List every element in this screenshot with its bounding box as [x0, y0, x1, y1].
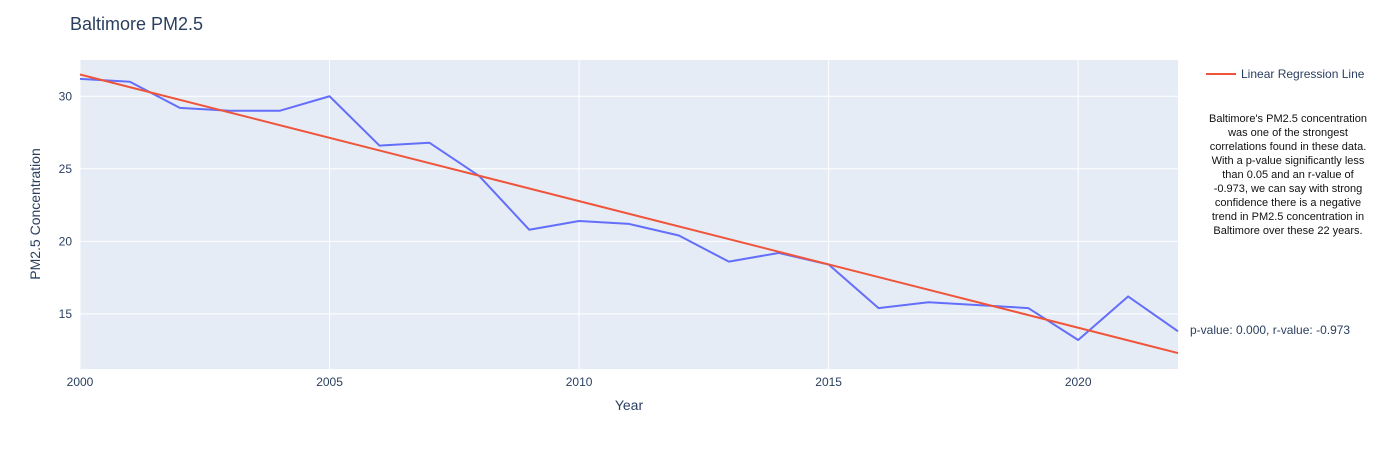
- legend-label-regression: Linear Regression Line: [1241, 67, 1365, 81]
- x-tick-label: 2010: [566, 375, 593, 389]
- x-tick-label: 2000: [67, 375, 94, 389]
- x-axis-title: Year: [615, 397, 644, 413]
- y-tick-label: 30: [59, 89, 73, 103]
- explanation-note: Baltimore's PM2.5 concentration was one …: [1208, 113, 1367, 237]
- y-axis-title: PM2.5 Concentration: [27, 148, 43, 280]
- legend[interactable]: Linear Regression Line: [1206, 67, 1365, 81]
- tick-labels: 2000 2005 2010 2015 2020 15 20 25 30: [59, 89, 1092, 389]
- chart-title: Baltimore PM2.5: [70, 14, 203, 34]
- stats-annotation: p-value: 0.000, r-value: -0.973: [1190, 323, 1350, 337]
- x-tick-label: 2005: [316, 375, 343, 389]
- series-layer: [79, 73, 1179, 355]
- x-tick-label: 2020: [1065, 375, 1092, 389]
- y-tick-label: 20: [59, 234, 73, 248]
- grid: [79, 60, 1178, 369]
- series-line-regression: [79, 73, 1179, 355]
- y-tick-label: 25: [59, 162, 73, 176]
- x-tick-label: 2015: [815, 375, 842, 389]
- y-tick-label: 15: [59, 307, 73, 321]
